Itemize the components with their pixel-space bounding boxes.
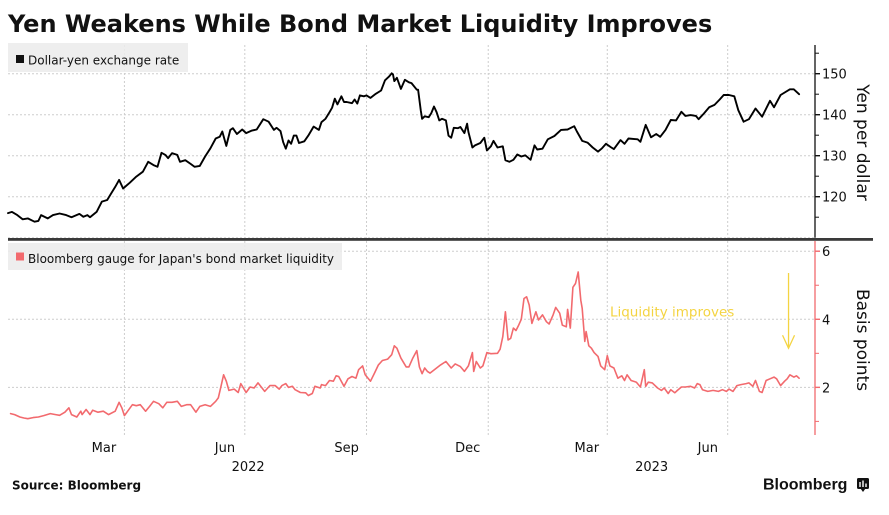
legend-liquidity-swatch — [16, 252, 24, 261]
bottom-panel-y-axis: 6 4 2 — [814, 241, 830, 435]
bloomberg-logo-text: Bloomberg — [763, 477, 847, 494]
y-tick-label: 120 — [822, 191, 847, 206]
liquidity-series-line — [9, 271, 800, 420]
y-tick-label: 4 — [822, 313, 830, 328]
source-note: Source: Bloomberg — [12, 479, 141, 493]
yen-axis-title: Yen per dollar — [852, 83, 872, 200]
bottom-panel-series — [9, 271, 800, 420]
bloomberg-terminal-icon — [857, 478, 869, 492]
legend-liquidity-box — [8, 243, 342, 270]
arrow-down-icon — [781, 334, 796, 350]
x-tick-label: Sep — [334, 441, 359, 456]
chart-annotations: Liquidity improves — [610, 272, 796, 350]
x-tick-label: Dec — [455, 441, 480, 456]
panel-divider — [8, 238, 873, 241]
legend-yen-swatch — [16, 55, 24, 63]
y-tick-label: 150 — [822, 68, 847, 83]
y-tick-label: 140 — [822, 109, 847, 124]
x-tick-label: Jun — [697, 441, 718, 456]
legend-liquidity-label: Bloomberg gauge for Japan's bond market … — [28, 252, 334, 266]
basis-points-axis-title: Basis points — [852, 289, 872, 391]
x-tick-label: Jun — [214, 441, 235, 456]
chart-title: Yen Weakens While Bond Market Liquidity … — [7, 10, 712, 38]
x-year-label: 2022 — [232, 460, 265, 475]
y-tick-label: 130 — [822, 150, 847, 165]
yen-series-line — [7, 72, 801, 223]
y-tick-label: 6 — [822, 245, 830, 260]
legend-liquidity: Bloomberg gauge for Japan's bond market … — [8, 243, 342, 270]
legend-yen-box — [8, 43, 188, 72]
y-tick-label: 2 — [822, 381, 830, 396]
top-panel-series — [7, 72, 801, 223]
annotation-label: Liquidity improves — [610, 305, 734, 321]
x-tick-label: Mar — [575, 441, 600, 456]
legend-yen-label: Dollar-yen exchange rate — [28, 54, 179, 68]
legend-yen: Dollar-yen exchange rate — [8, 43, 188, 72]
x-year-label: 2023 — [635, 460, 668, 475]
top-panel-y-axis: 150 140 130 120 — [814, 45, 847, 238]
x-axis-labels: Mar Jun Sep Dec Mar Jun 2022 2023 — [92, 441, 718, 475]
x-tick-label: Mar — [92, 441, 117, 456]
